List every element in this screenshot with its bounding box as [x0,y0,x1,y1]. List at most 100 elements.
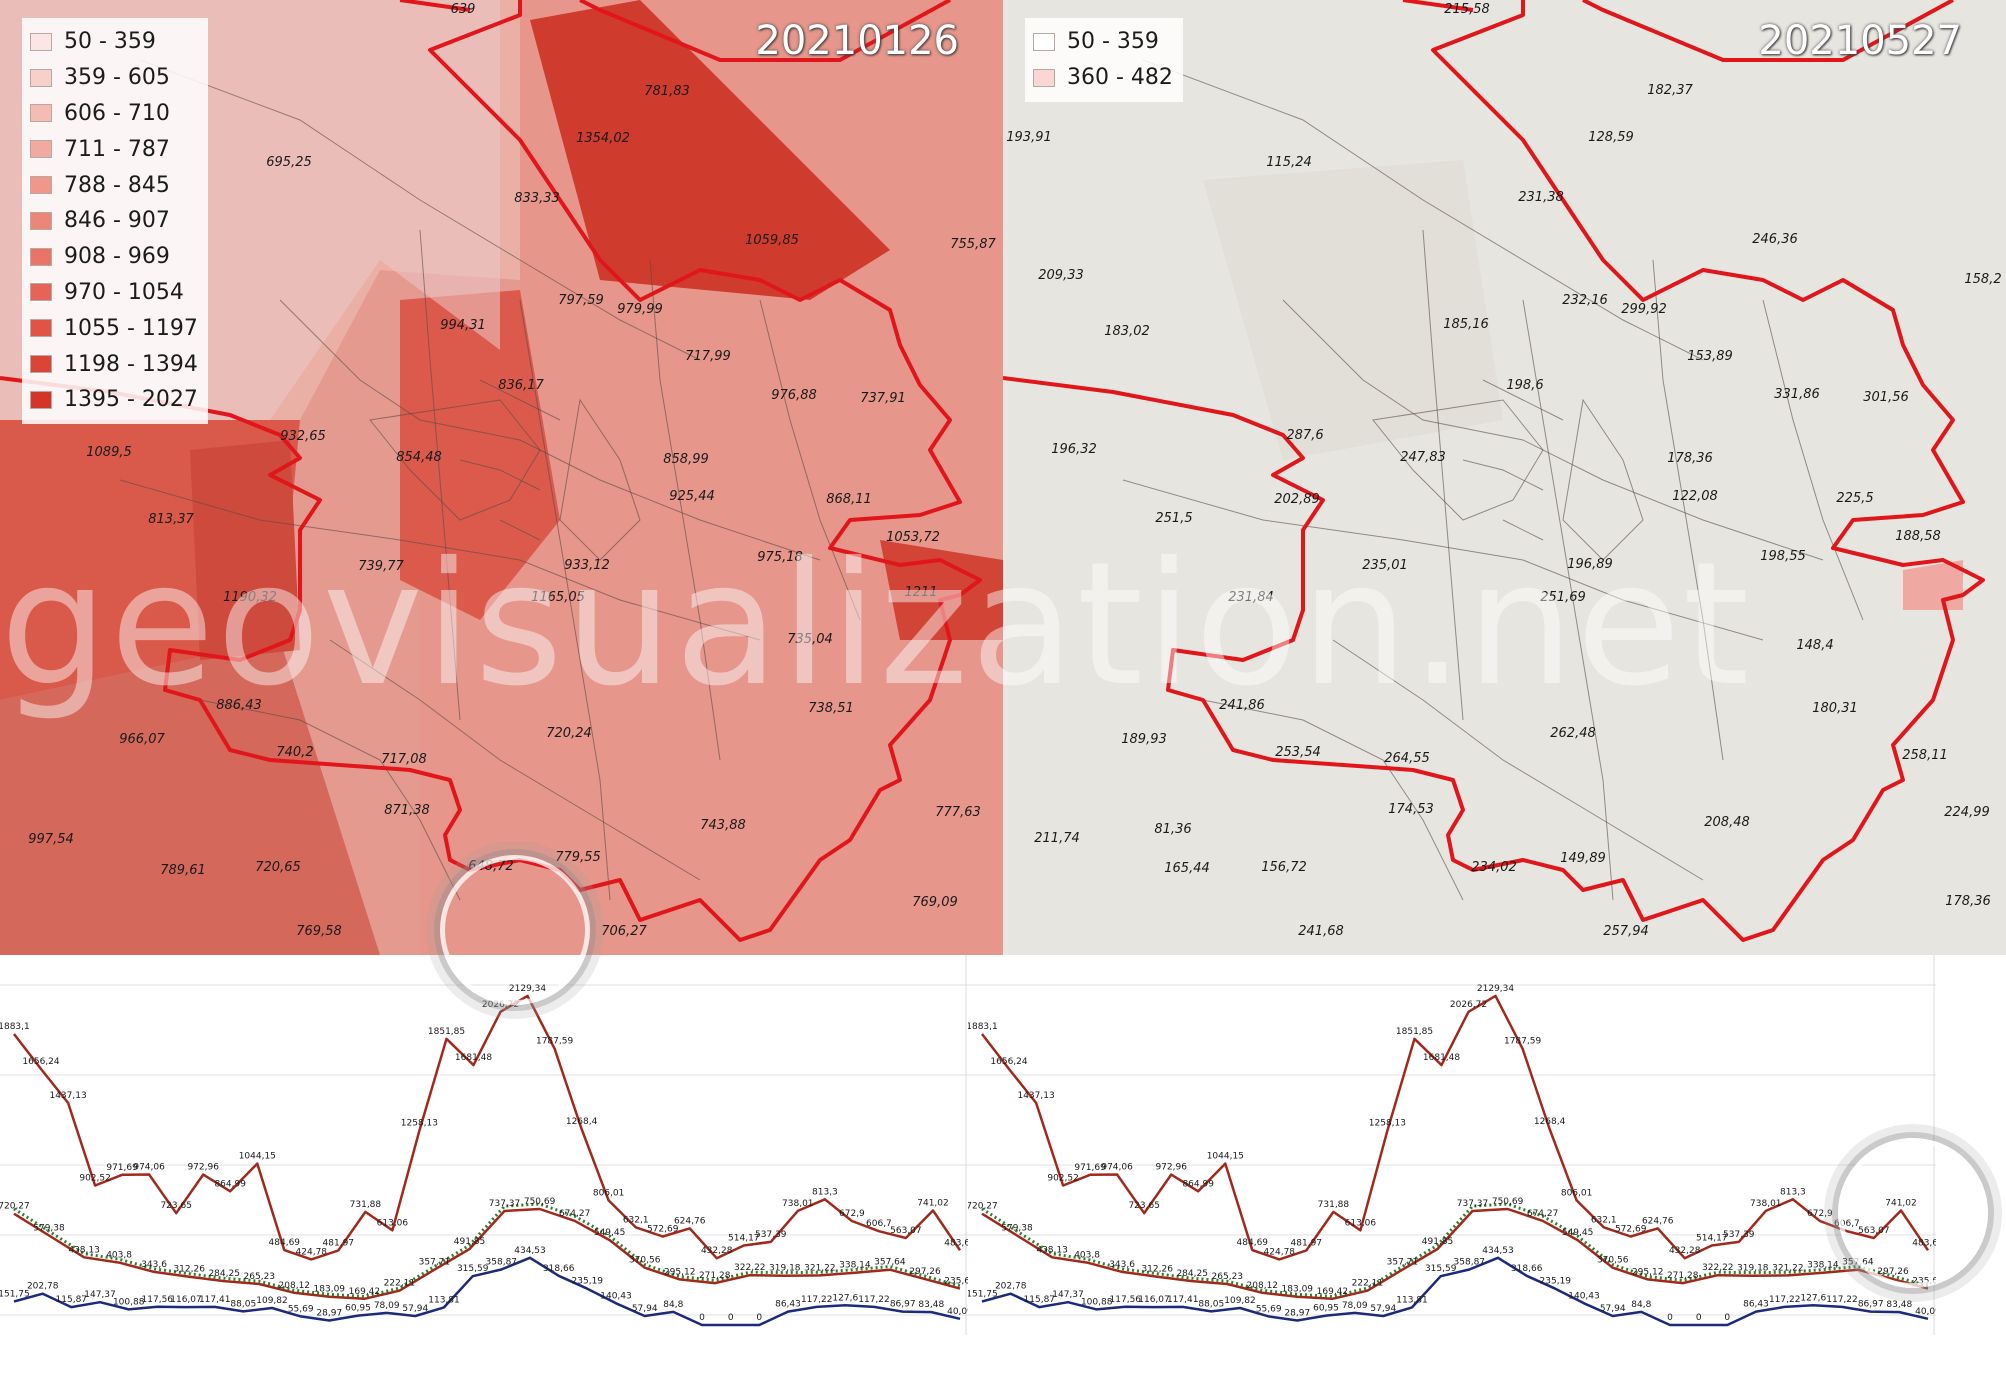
legend-item: 788 - 845 [30,167,198,203]
area-value-label: 287,6 [1286,428,1323,443]
district-boundary [649,259,721,761]
series-line [13,1256,961,1327]
data-label: 403,8 [106,1251,132,1261]
data-label: 864,99 [214,1179,246,1189]
area-value-label: 932,65 [280,429,326,444]
area-value-label: 235,01 [1362,558,1408,573]
data-label: 1681,48 [1423,1053,1460,1063]
data-label: 117,56 [1110,1295,1142,1305]
area-value-label: 234,02 [1471,860,1517,875]
data-label: 432,28 [1669,1246,1701,1256]
data-label: 312,26 [1141,1265,1173,1275]
legend-item: 1055 - 1197 [30,310,198,346]
data-label: 338,14 [839,1261,871,1271]
data-label: 481,97 [323,1239,355,1249]
data-label: 235,19 [1540,1277,1572,1287]
data-label: 83,48 [918,1300,944,1310]
data-label: 438,13 [1036,1245,1068,1255]
data-label: 57,94 [632,1304,658,1314]
area-value-label: 202,89 [1274,492,1320,507]
data-label: 974,06 [1101,1163,1133,1173]
area-value-label: 299,92 [1621,302,1667,317]
area-value-label: 1354,02 [576,131,630,146]
data-label: 0 [1667,1313,1673,1323]
data-label: 321,22 [1772,1263,1804,1273]
data-label: 86,43 [1743,1300,1769,1310]
area-value-label: 149,89 [1560,851,1606,866]
data-label: 624,76 [674,1216,706,1226]
legend-swatch [30,319,52,338]
data-label: 813,3 [1780,1187,1806,1197]
district-boundary [1422,229,1464,721]
data-label: 579,38 [33,1224,65,1234]
area-value-label: 871,38 [384,803,430,818]
area-value-label: 208,48 [1704,815,1750,830]
data-label: 40,09 [947,1307,968,1317]
data-label: 100,88 [1081,1297,1113,1307]
area-value-label: 188,58 [1895,529,1941,544]
data-label: 549,45 [1562,1228,1594,1238]
area-value-label: 174,53 [1388,802,1434,817]
data-label: 222,11 [1352,1279,1384,1289]
data-label: 297,26 [1877,1267,1909,1277]
legend-item: 1395 - 2027 [30,382,198,418]
legend-item: 1198 - 1394 [30,346,198,382]
data-label: 315,59 [1425,1264,1457,1274]
data-label: 484,69 [1237,1238,1269,1248]
area-value-label: 231,84 [1228,590,1274,605]
north-boundary [1582,0,1954,62]
district-boundary [1652,259,1724,761]
area-value-label: 209,33 [1038,268,1084,283]
data-label: 284,25 [1176,1269,1208,1279]
data-label: 357,71 [419,1258,451,1268]
area-value-label: 241,68 [1298,924,1344,939]
data-label: 1787,59 [1504,1037,1541,1047]
data-label: 55,69 [1256,1304,1282,1314]
data-label: 750,69 [1492,1197,1524,1207]
area-value-label: 740,2 [276,745,313,760]
area-value-label: 1089,5 [86,445,132,460]
data-label: 147,37 [84,1290,116,1300]
north-boundary [1402,0,1474,12]
area-value-label: 769,58 [296,924,342,939]
choropleth-map-right: 215,58 182,37 193,91 115,24 128,59 231,38 246,… [1003,0,2006,955]
data-label: 117,22 [801,1295,833,1305]
series-line [13,1207,961,1301]
municipal-boundary [1003,0,1985,942]
area-value-label: 975,18 [757,550,803,565]
area-value-label: 1053,72 [886,530,940,545]
data-label: 738,01 [782,1199,814,1209]
data-label: 183,09 [1282,1285,1314,1295]
legend-swatch [1033,68,1055,87]
data-label: 295,12 [1632,1267,1664,1277]
data-label: 632,1 [1591,1215,1617,1225]
data-label: 318,66 [543,1264,575,1274]
data-label: 319,18 [769,1264,801,1274]
area-value-label: 231,38 [1518,190,1564,205]
legend-label: 908 - 969 [64,244,170,270]
data-label: 537,39 [755,1230,787,1240]
data-label: 720,27 [0,1202,30,1212]
data-label: 86,97 [890,1300,916,1310]
data-label: 318,66 [1511,1264,1543,1274]
area-value-label: 639 [451,2,476,17]
area-value-label: 858,99 [663,452,709,467]
area-value-label: 1211 [904,585,937,600]
data-label: 322,22 [734,1263,766,1273]
data-label: 84,8 [1631,1300,1651,1310]
data-label: 731,88 [350,1200,382,1210]
data-label: 115,87 [56,1295,88,1305]
area-value-label: 933,12 [564,558,610,573]
area-value-label: 211,74 [1034,831,1080,846]
data-label: 357,64 [1842,1258,1874,1268]
legend-item: 359 - 605 [30,60,198,96]
data-label: 491,85 [454,1237,486,1247]
data-label: 1883,1 [968,1022,998,1032]
data-label: 235,62 [944,1277,968,1287]
data-label: 297,26 [909,1267,941,1277]
district-boundary [1332,639,1704,881]
data-label: 117,41 [199,1295,231,1305]
district-boundary [1462,379,1564,541]
data-label: 484,69 [269,1238,301,1248]
data-label: 613,06 [1345,1218,1377,1228]
